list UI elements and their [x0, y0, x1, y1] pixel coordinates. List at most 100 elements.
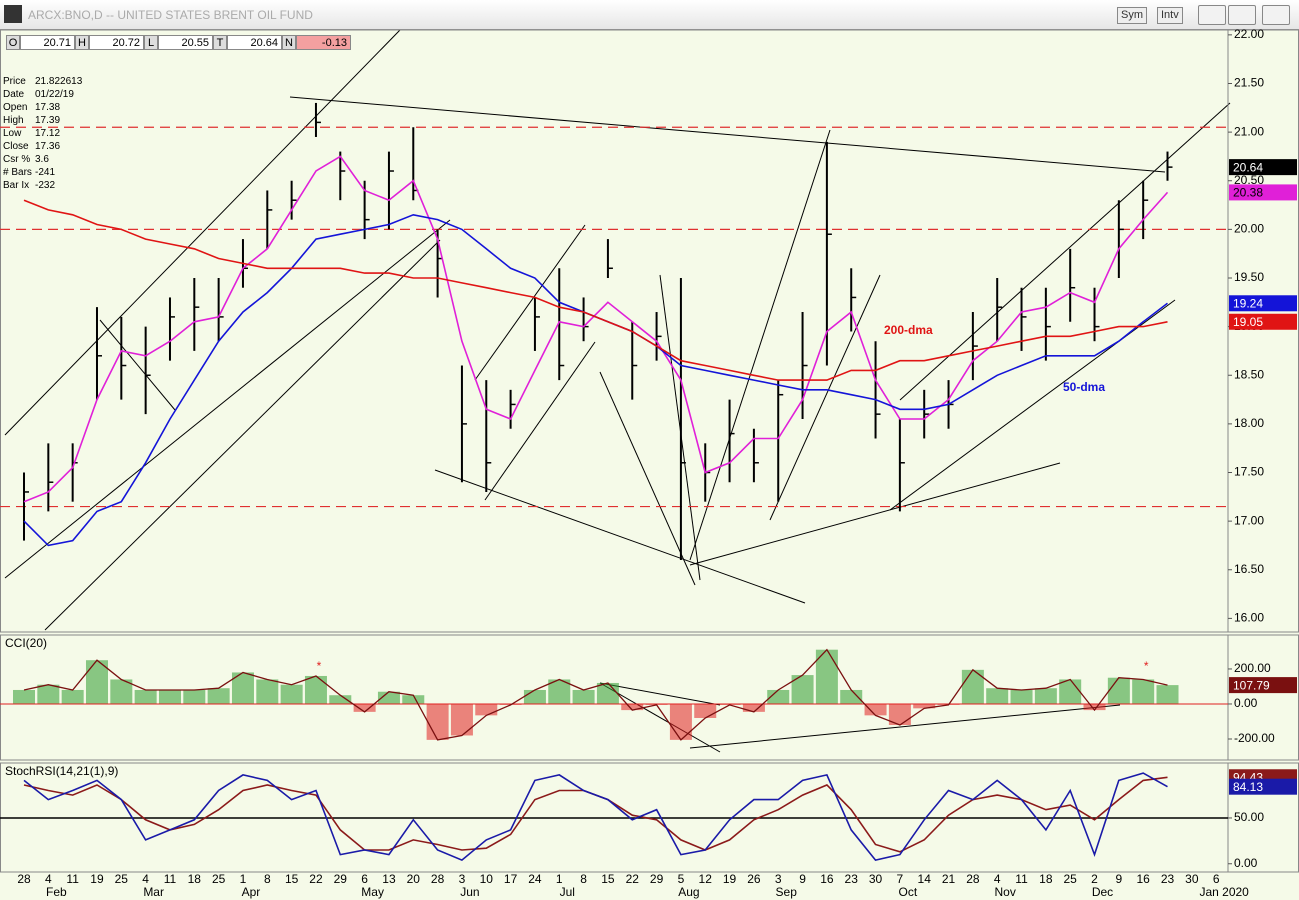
series-line: [23, 213, 1168, 547]
value-box: [1229, 677, 1297, 694]
y-tick-label: 20.00: [1234, 222, 1264, 236]
sym-button[interactable]: Sym: [1117, 7, 1147, 24]
y-tick-label: 0.00: [1234, 856, 1258, 870]
cci-bar: [207, 688, 230, 704]
x-tick-label: 28: [431, 872, 445, 886]
y-tick-label: 21.50: [1234, 76, 1264, 90]
y-tick-label: 16.00: [1234, 611, 1264, 625]
trendlines: [4, 29, 1231, 753]
series-line: [23, 772, 1168, 862]
x-month-label: Jun: [460, 885, 479, 899]
x-month-label: Nov: [995, 885, 1016, 899]
y-tick-label: 16.50: [1234, 562, 1264, 576]
cci-bar: [548, 679, 571, 704]
value-label: 20.38: [1233, 186, 1263, 200]
cci-bar: [85, 660, 108, 704]
cci-bar: [377, 691, 400, 704]
cci-bar: [742, 703, 765, 712]
x-tick-label: 12: [699, 872, 713, 886]
x-tick-label: 17: [504, 872, 518, 886]
cci-bar: [475, 703, 498, 716]
x-tick-label: 6: [1213, 872, 1220, 886]
app-icon: [4, 5, 22, 23]
x-tick-label: 3: [459, 872, 466, 886]
cci-bar: [37, 684, 60, 704]
x-tick-label: 28: [17, 872, 31, 886]
cci-bar: [1034, 688, 1057, 704]
x-tick-label: 21: [942, 872, 956, 886]
x-tick-label: 15: [601, 872, 615, 886]
y-tick-label: 22.00: [1234, 27, 1264, 41]
ohlc-key: T: [213, 35, 227, 50]
info-value: -241: [35, 167, 56, 178]
ohlc-key: O: [6, 35, 20, 50]
y-tick-label: 200.00: [1234, 661, 1271, 675]
x-tick-label: 10: [480, 872, 494, 886]
x-tick-label: 3: [775, 872, 782, 886]
ohlc-key: H: [75, 35, 89, 50]
x-tick-label: 9: [1116, 872, 1123, 886]
y-tick-label: -200.00: [1234, 731, 1275, 745]
info-row: Csr % 3.6: [3, 153, 82, 166]
x-tick-label: 25: [212, 872, 226, 886]
cci-bar: [134, 689, 157, 704]
x-month-label: Oct: [899, 885, 918, 899]
value-box: [1229, 159, 1297, 176]
x-tick-label: 29: [650, 872, 664, 886]
x-tick-label: 14: [918, 872, 932, 886]
cci-bar: [450, 703, 473, 736]
ohlc-value: 20.72: [89, 35, 144, 50]
cci-bar: [523, 689, 546, 704]
cci-bar: [183, 689, 206, 704]
x-tick-label: 7: [897, 872, 904, 886]
x-month-label: Mar: [143, 885, 164, 899]
cci-bar: [815, 649, 838, 704]
maximize-button[interactable]: [1228, 5, 1256, 25]
info-value: 17.39: [35, 115, 61, 126]
y-tick-label: 20.50: [1234, 173, 1264, 187]
x-tick-label: 11: [66, 872, 79, 886]
info-row: Close 17.36: [3, 140, 82, 153]
series-name: 200-dma: [884, 323, 933, 337]
cci-bar: [304, 675, 327, 704]
info-row: Price 21.822613: [3, 75, 82, 88]
value-box: [1229, 184, 1297, 201]
ohlc-value: -0.13: [296, 35, 351, 50]
panel-title: CCI(20): [5, 636, 47, 650]
close-button[interactable]: [1262, 5, 1290, 25]
value-label: 84.13: [1233, 780, 1263, 794]
x-tick-label: 30: [869, 872, 883, 886]
y-tick-label: 17.00: [1234, 513, 1264, 527]
y-tick-label: 21.00: [1234, 124, 1264, 138]
intv-button[interactable]: Intv: [1157, 7, 1183, 24]
info-value: -232: [35, 180, 56, 191]
x-tick-label: 20: [407, 872, 421, 886]
cci-bar: [791, 675, 814, 704]
x-tick-label: 19: [723, 872, 737, 886]
cci-bar: [280, 684, 303, 704]
cci-bar: [864, 703, 887, 716]
x-tick-label: 19: [90, 872, 104, 886]
x-tick-label: 25: [1064, 872, 1078, 886]
cci-bar: [572, 689, 595, 704]
cci-bar: [329, 695, 352, 704]
x-tick-label: 6: [361, 872, 368, 886]
minimize-button[interactable]: [1198, 5, 1226, 25]
value-label: 19.24: [1233, 296, 1263, 310]
x-tick-label: 4: [142, 872, 149, 886]
info-row: Low 17.12: [3, 127, 82, 140]
info-label: Low: [3, 128, 22, 139]
cci-bar: [621, 703, 644, 711]
series-name: 50-dma: [1063, 380, 1105, 394]
x-tick-label: 23: [1161, 872, 1175, 886]
info-label: Price: [3, 76, 26, 87]
value-box: [1229, 313, 1297, 330]
value-label: 107.79: [1233, 678, 1270, 692]
x-tick-label: 1: [556, 872, 563, 886]
info-label: Date: [3, 89, 25, 100]
x-tick-label: 22: [626, 872, 640, 886]
x-tick-label: 4: [994, 872, 1001, 886]
signal-marker: *: [317, 659, 322, 673]
ohlc-value: 20.64: [227, 35, 282, 50]
info-row: Bar Ix -232: [3, 179, 82, 192]
